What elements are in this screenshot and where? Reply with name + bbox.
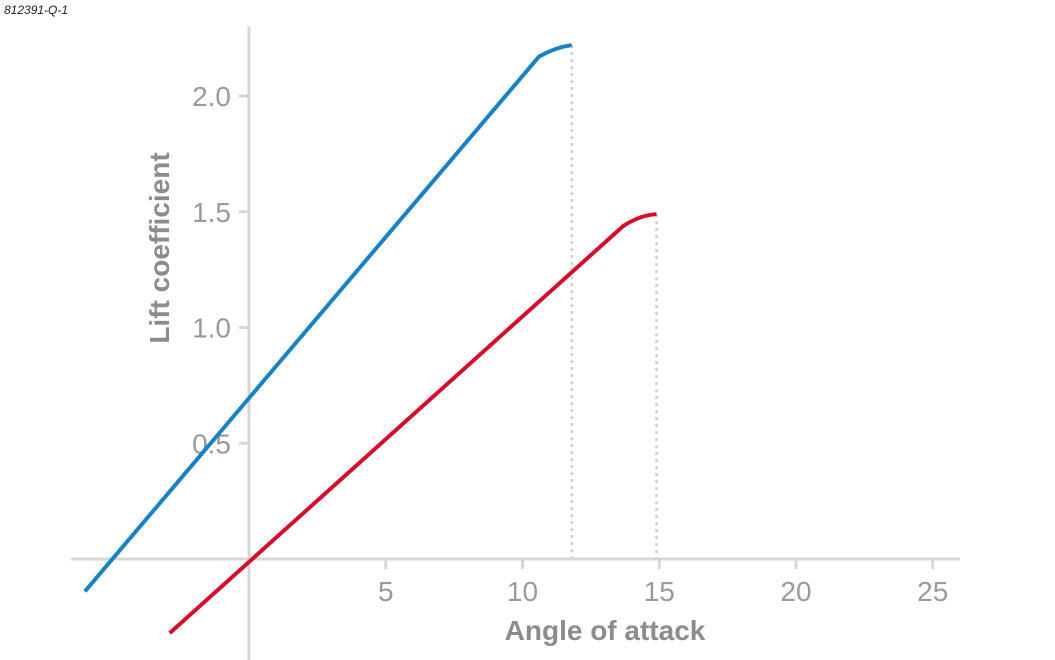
stall-guides <box>570 45 658 559</box>
series-line-2 <box>168 212 657 635</box>
x-tick-label: 15 <box>644 576 675 607</box>
x-tick-label: 25 <box>917 576 948 607</box>
y-axis-title: Lift coefficient <box>144 152 175 343</box>
axes <box>71 26 961 660</box>
x-axis-title: Angle of attack <box>505 615 706 646</box>
x-tick-label: 5 <box>378 576 394 607</box>
x-tick-label: 10 <box>507 576 538 607</box>
x-tick-label: 20 <box>780 576 811 607</box>
series-line-1 <box>83 43 573 593</box>
y-tick-label: 1.0 <box>192 313 231 344</box>
axis-ticks: 5 10 15 20 250.51.01.52.0 <box>192 81 948 607</box>
figure-id: 812391-Q-1 <box>4 3 68 17</box>
y-tick-label: 2.0 <box>192 81 231 112</box>
series-lines <box>83 43 657 635</box>
y-tick-label: 1.5 <box>192 197 231 228</box>
